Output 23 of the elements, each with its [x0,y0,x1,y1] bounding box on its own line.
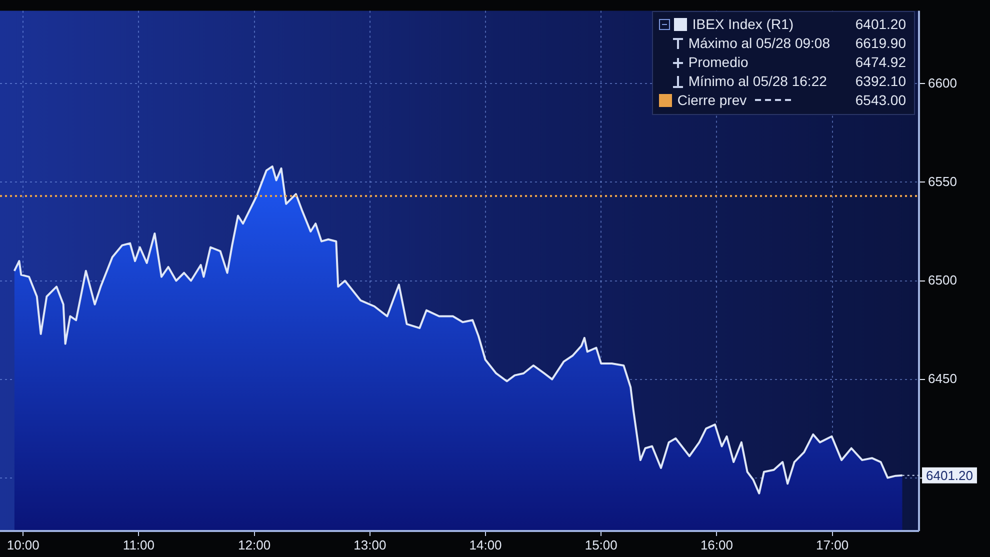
x-tick-label: 10:00 [6,537,40,552]
annotation: 6543.00 [854,92,906,108]
annotation: Mínimo al 05/28 16:22 [688,73,828,90]
legend-label: Cierre prev [677,92,747,108]
x-tick-label: 15:00 [584,537,618,552]
y-tick-label: 6550 [928,174,957,189]
y-tick-label: 6450 [928,370,957,386]
text: 6401.20 [855,16,906,32]
x-tick-label: 16:00 [700,537,733,552]
x-tick-label: 13:00 [354,537,386,552]
x-tick-label: 17:00 [816,537,849,552]
y-tick-label: 6600 [928,75,957,90]
annotation: 6619.90 [854,35,906,52]
legend-label: IBEX Index (R1) [692,16,795,32]
x-tick-label: 14:00 [469,537,502,552]
annotation: 6392.10 [854,73,906,90]
x-tick-label: 11:00 [122,537,155,552]
x-tick-label: 12:00 [238,537,271,552]
annotation: 6401.20 [926,468,973,484]
annotation: Máximo al 05/28 09:08 [688,35,830,52]
annotation: Promedio [688,54,750,70]
annotation: 6474.92 [854,54,906,70]
y-tick-label: 6500 [928,272,957,288]
